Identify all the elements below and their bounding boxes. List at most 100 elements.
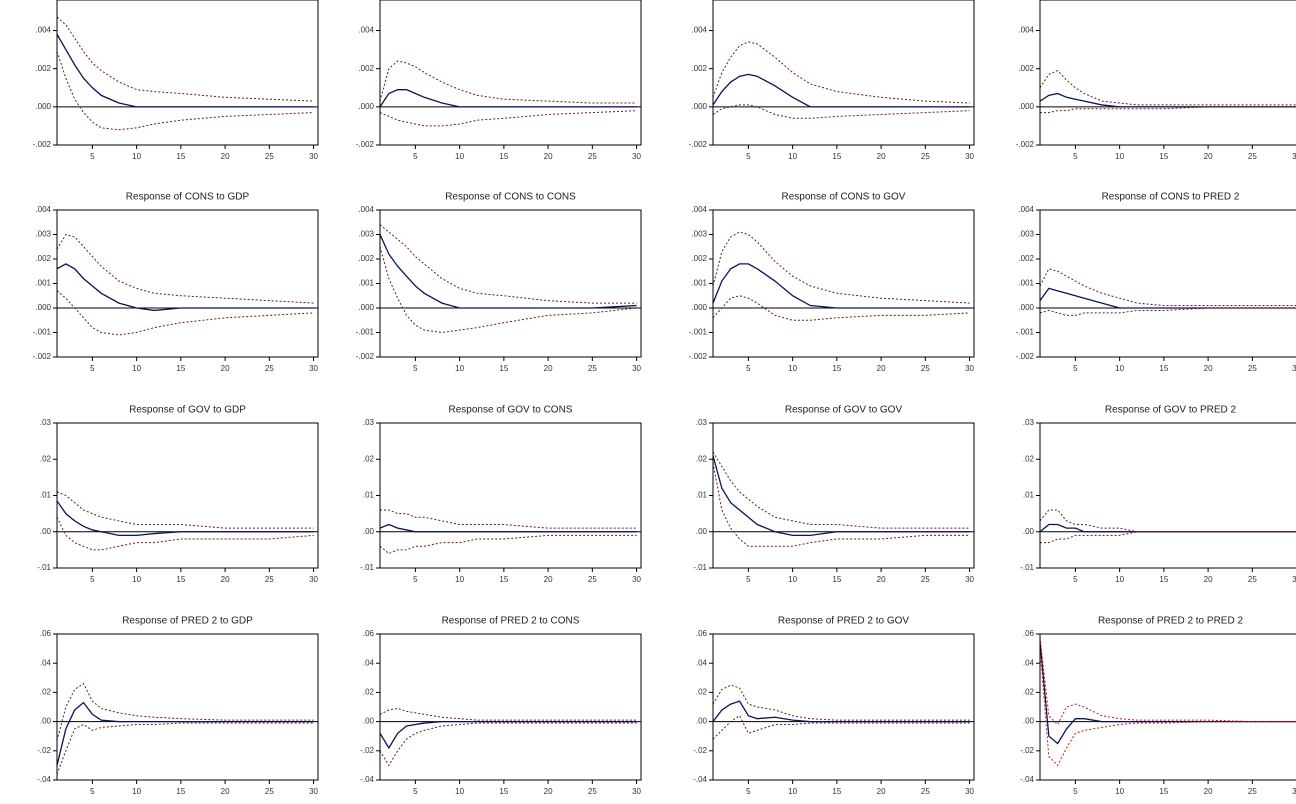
panel-title: Response of PRED 2 to GOV (778, 616, 910, 627)
x-tick-label: 20 (877, 575, 886, 584)
x-tick-label: 30 (632, 787, 641, 796)
x-tick-label: 25 (1248, 787, 1257, 796)
y-tick-label: .00 (363, 527, 375, 536)
panel-title: Response of PRED 2 to GDP (122, 616, 253, 627)
y-tick-label: .004 (691, 26, 707, 35)
panel: Response of PRED 2 to GOV .06 .04 .02 .00 -.0… (693, 616, 974, 796)
irf-line (379, 707, 637, 721)
irf-line (712, 231, 970, 304)
y-tick-label: .02 (1023, 454, 1035, 463)
x-tick-label: 10 (132, 364, 141, 373)
panel: Response of PRED 2 to PRED 2 .06 .04 .02 .00… (1020, 616, 1296, 796)
x-tick-label: 5 (746, 787, 751, 796)
x-tick-label: 5 (90, 152, 95, 161)
y-tick-label: .04 (696, 658, 708, 667)
y-tick-label: -.002 (689, 352, 708, 361)
y-tick-label: .003 (1018, 230, 1034, 239)
y-tick-label: .00 (40, 717, 52, 726)
y-tick-label: -.04 (1020, 775, 1034, 784)
y-tick-label: -.001 (1016, 328, 1035, 337)
irf-line (56, 491, 314, 529)
y-tick-label: .04 (363, 658, 375, 667)
x-tick-label: 20 (544, 575, 553, 584)
x-tick-label: 25 (588, 364, 597, 373)
y-tick-label: .004 (1018, 26, 1034, 35)
y-tick-label: .001 (1018, 279, 1034, 288)
x-tick-label: 30 (965, 787, 974, 796)
irf-line (379, 89, 637, 108)
y-tick-label: .02 (363, 688, 375, 697)
x-tick-label: 20 (544, 152, 553, 161)
y-tick-label: .000 (1018, 303, 1034, 312)
panel: Response of GOV to PRED 2 .03 .02 .01 .00 -.0… (1020, 405, 1296, 584)
x-tick-label: 25 (588, 575, 597, 584)
y-tick-label: -.002 (1016, 352, 1035, 361)
x-tick-label: 5 (90, 787, 95, 796)
y-tick-label: .000 (35, 303, 51, 312)
irf-line (380, 509, 637, 529)
irf-line (379, 60, 637, 104)
y-tick-label: .02 (696, 688, 708, 697)
irf-line (1039, 641, 1296, 745)
x-tick-label: 25 (1248, 575, 1257, 584)
y-tick-label: .02 (363, 454, 375, 463)
plot-frame (712, 633, 975, 781)
y-tick-label: .000 (691, 303, 707, 312)
x-tick-label: 10 (1115, 364, 1124, 373)
panel: Response of CONS to CONS .004 .003 .002 .001… (356, 192, 642, 373)
irf-line (56, 682, 314, 741)
y-tick-label: .01 (40, 491, 52, 500)
plot-frame (1039, 0, 1296, 146)
y-tick-label: -.01 (37, 563, 51, 572)
x-tick-label: 20 (221, 575, 230, 584)
x-tick-label: 5 (413, 364, 418, 373)
panel-title: Response of PRED 2 to CONS (442, 616, 580, 627)
plot-frame (1039, 209, 1296, 358)
irf-line (1039, 69, 1296, 106)
y-tick-label: .000 (358, 102, 374, 111)
x-tick-label: 30 (309, 575, 318, 584)
panel: Response of CONS to PRED 2 .004 .003 .002 .0… (1016, 192, 1296, 373)
x-tick-label: 20 (877, 152, 886, 161)
plot-frame (712, 422, 975, 569)
panel-title: Response of GOV to PRED 2 (1105, 405, 1237, 416)
y-tick-label: -.002 (1016, 140, 1035, 149)
x-tick-label: 25 (265, 364, 274, 373)
plot-frame (712, 209, 975, 358)
irf-line (56, 701, 314, 766)
y-tick-label: .002 (358, 64, 374, 73)
y-tick-label: .000 (35, 102, 51, 111)
irf-line (712, 41, 970, 104)
y-tick-label: .03 (40, 418, 52, 427)
irf-line (1039, 636, 1296, 726)
x-tick-label: 20 (877, 787, 886, 796)
x-tick-label: 10 (788, 575, 797, 584)
panel-title: Response of CONS to PRED 2 (1102, 192, 1240, 203)
irf-line (712, 295, 970, 321)
y-tick-label: .002 (35, 64, 51, 73)
x-tick-label: 30 (965, 152, 974, 161)
y-tick-label: .001 (358, 279, 374, 288)
irf-line (379, 534, 637, 555)
y-tick-label: .06 (1023, 629, 1035, 638)
x-tick-label: 25 (1248, 364, 1257, 373)
y-tick-label: -.01 (693, 563, 707, 572)
y-tick-label: .06 (40, 629, 52, 638)
panel-title: Response of CONS to GOV (782, 192, 906, 203)
irf-line (56, 263, 314, 312)
x-tick-label: 15 (832, 787, 841, 796)
x-tick-label: 5 (746, 575, 751, 584)
panel-title: Response of CONS to GDP (126, 192, 250, 203)
irf-line (712, 715, 970, 740)
y-tick-label: .02 (1023, 688, 1035, 697)
y-tick-label: -.01 (360, 563, 374, 572)
x-tick-label: 30 (632, 152, 641, 161)
x-tick-label: 10 (788, 364, 797, 373)
x-tick-label: 20 (221, 364, 230, 373)
y-tick-label: -.001 (33, 328, 52, 337)
x-tick-label: 30 (965, 364, 974, 373)
x-tick-label: 15 (176, 364, 185, 373)
y-tick-label: .01 (363, 491, 375, 500)
y-tick-label: -.001 (356, 328, 375, 337)
x-tick-label: 25 (921, 575, 930, 584)
